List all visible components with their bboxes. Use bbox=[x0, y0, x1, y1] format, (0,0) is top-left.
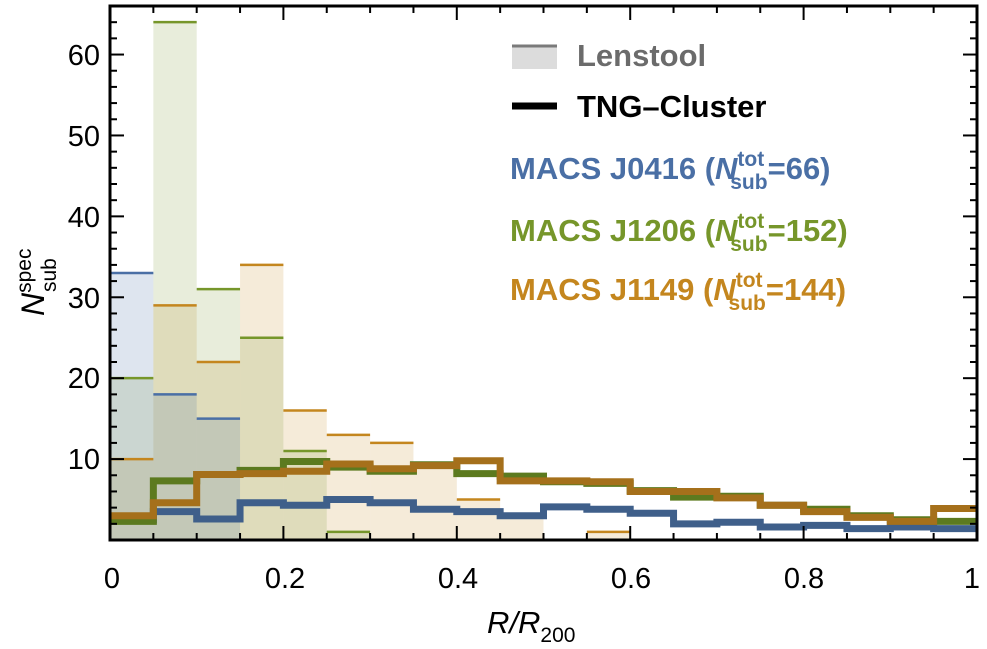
lenstool-bar-j1206 bbox=[196, 289, 241, 540]
x-axis-title-sub: 200 bbox=[540, 624, 575, 647]
x-tick-labels: 0 0.2 0.4 0.6 0.8 1 bbox=[104, 563, 980, 595]
tng-histograms bbox=[110, 457, 977, 533]
lenstool-bar-j1149 bbox=[110, 459, 154, 540]
lenstool-bar-j1149 bbox=[196, 362, 241, 540]
legend-entry-suffix: =152) bbox=[768, 213, 848, 248]
y-axis-title-sub: sub bbox=[38, 258, 61, 292]
legend: Lenstool TNG–Cluster MACS J0416 (Ntot sub… bbox=[510, 38, 848, 315]
y-axis-title: Nspecsub bbox=[13, 249, 61, 316]
y-tick-label: 10 bbox=[68, 444, 100, 476]
lenstool-histograms bbox=[110, 20, 631, 542]
lenstool-bar-j1149 bbox=[456, 499, 501, 540]
legend-entry-j1206: MACS J1206 (Ntot sub=152) bbox=[510, 210, 848, 256]
legend-entry-sup: tot bbox=[737, 210, 764, 233]
lenstool-bar-j1149 bbox=[586, 531, 631, 540]
y-tick-label: 30 bbox=[68, 283, 100, 315]
legend-entry-n: N bbox=[713, 272, 736, 307]
legend-entry-suffix: =144) bbox=[766, 272, 846, 307]
lenstool-legend-label: Lenstool bbox=[577, 38, 706, 73]
x-tick-label: 0 bbox=[104, 563, 120, 595]
y-axis-title-sup: spec bbox=[13, 249, 36, 293]
x-tick-label: 0.6 bbox=[611, 563, 651, 595]
x-tick-label: 0.8 bbox=[784, 563, 824, 595]
legend-entry-prefix: MACS J1149 ( bbox=[510, 272, 714, 307]
legend-entry-j1149: MACS J1149 (Ntot sub=144) bbox=[510, 269, 846, 315]
lenstool-bar-j0416 bbox=[153, 394, 197, 540]
lenstool-bar-j1149 bbox=[370, 442, 414, 540]
legend-entry-n: N bbox=[715, 151, 738, 186]
lenstool-bar-j1149 bbox=[413, 467, 457, 540]
y-axis-title-main: N bbox=[15, 292, 51, 316]
legend-entry-suffix: =66) bbox=[768, 151, 831, 186]
x-tick-label: 0.4 bbox=[438, 563, 478, 595]
plot-frame bbox=[108, 4, 979, 542]
legend-entry-prefix: MACS J0416 ( bbox=[510, 151, 716, 186]
lenstool-bar-j1149 bbox=[283, 410, 327, 540]
tng-step-j1149 bbox=[110, 457, 977, 525]
lenstool-bar-j1206 bbox=[240, 337, 284, 540]
legend-entry-sub: sub bbox=[730, 171, 767, 194]
x-tick-label: 0.2 bbox=[265, 563, 305, 595]
lenstool-bar-j1149 bbox=[326, 434, 371, 540]
tng-step-j0416 bbox=[110, 496, 977, 533]
y-tick-label: 20 bbox=[68, 363, 100, 395]
lenstool-legend-swatch bbox=[512, 45, 557, 69]
lenstool-bar-j1206 bbox=[326, 531, 371, 540]
x-tick-label: 1 bbox=[964, 563, 980, 595]
legend-entry-j0416: MACS J0416 (Ntot sub=66) bbox=[510, 148, 831, 194]
y-tick-label: 50 bbox=[68, 121, 100, 153]
legend-entry-n: N bbox=[715, 213, 738, 248]
legend-entry-sub: sub bbox=[730, 233, 767, 256]
legend-entry-sub: sub bbox=[729, 292, 766, 315]
tng-legend-label: TNG–Cluster bbox=[577, 89, 766, 124]
lenstool-bar-j1206 bbox=[283, 451, 327, 540]
x-axis-title-main: R/R bbox=[487, 605, 540, 640]
y-tick-label: 60 bbox=[68, 40, 100, 72]
lenstool-bar-j0416 bbox=[110, 273, 154, 540]
legend-entry-sup: tot bbox=[736, 269, 763, 292]
y-tick-labels: 10 20 30 40 50 60 bbox=[68, 40, 100, 476]
legend-entry-sup: tot bbox=[737, 148, 764, 171]
lenstool-bar-j1149 bbox=[500, 515, 544, 540]
x-axis-title: R/R200 bbox=[487, 605, 575, 647]
y-tick-label: 40 bbox=[68, 202, 100, 234]
lenstool-bar-j1206 bbox=[153, 22, 197, 540]
lenstool-bar-j1149 bbox=[240, 264, 284, 540]
legend-entry-prefix: MACS J1206 ( bbox=[510, 213, 716, 248]
